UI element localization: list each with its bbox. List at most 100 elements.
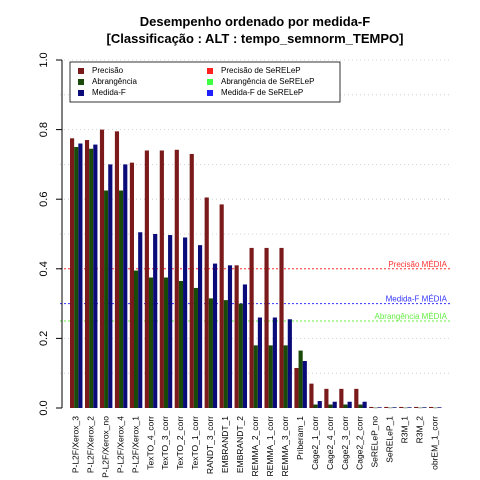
bar — [384, 406, 389, 408]
bar — [212, 263, 218, 408]
bar — [283, 345, 288, 408]
y-tick-label: 1.0 — [38, 52, 50, 67]
reference-line-label: Precisão MÉDIA — [388, 260, 447, 269]
bar — [99, 129, 105, 408]
bar — [168, 235, 173, 408]
y-tick-label: 0.6 — [38, 192, 50, 207]
bar — [272, 317, 277, 408]
bar — [264, 247, 269, 408]
bar — [153, 234, 158, 408]
bar — [163, 277, 169, 408]
bar — [343, 404, 348, 408]
bar — [287, 319, 292, 408]
x-tick-label: obrEM_1_corr — [430, 416, 440, 470]
bar — [138, 232, 143, 408]
bar — [238, 303, 243, 408]
bar — [70, 138, 75, 409]
bar — [294, 367, 299, 408]
legend-swatch — [207, 79, 213, 85]
bar — [373, 407, 378, 409]
x-tick-label: TexTO_4_corr — [145, 416, 155, 470]
bar — [418, 407, 423, 409]
bars — [70, 129, 442, 409]
legend-label: Precisão — [92, 66, 124, 75]
bar — [253, 345, 258, 408]
x-tick-label: SeRELeP_no — [370, 416, 380, 468]
legend: Precisão Abrangência Medida-F Precisão de S… — [69, 61, 341, 103]
legend-swatch — [78, 68, 84, 74]
bar — [328, 404, 333, 408]
bar — [403, 407, 408, 409]
x-tick-label: Priberam_1 — [295, 416, 305, 460]
reference-line-label: Medida-F MÉDIA — [386, 295, 448, 304]
legend-label: Precisão de SeRELeP — [221, 66, 301, 75]
y-tick-label: 0.2 — [38, 331, 50, 346]
bar — [399, 406, 404, 408]
bar — [429, 406, 434, 408]
legend-label: Abrangência de SeRELeP — [221, 77, 314, 86]
bar — [197, 245, 203, 408]
bar — [223, 300, 228, 408]
chart-subtitle: [Classificação : ALT : tempo_semnorm_TEM… — [107, 31, 404, 46]
bar — [242, 284, 248, 408]
legend-swatch — [207, 90, 213, 96]
bar — [204, 197, 209, 408]
legend-label: Medida-F de SeRELeP — [221, 88, 303, 97]
bar — [189, 153, 194, 408]
x-tick-label: REMMA_3_corr — [280, 416, 290, 477]
bar — [268, 345, 273, 408]
legend-label: Medida-F — [92, 88, 126, 97]
y-tick-label: 0.0 — [38, 400, 50, 415]
x-tick-label: P-L2F/Xerox_1 — [130, 416, 140, 473]
x-tick-label: R3M_1 — [400, 416, 410, 444]
bar — [129, 162, 134, 408]
bar — [317, 401, 322, 408]
bar — [208, 298, 213, 408]
bar — [108, 164, 113, 408]
chart-title: Desempenho ordenado por medida-F — [140, 14, 370, 29]
bar — [119, 190, 124, 408]
bar — [219, 204, 224, 408]
bar — [227, 265, 233, 408]
x-tick-label: REMMA_1_corr — [265, 416, 275, 477]
bar — [313, 404, 318, 408]
legend-box — [69, 61, 341, 103]
bar — [234, 265, 239, 408]
reference-line-label: Abrangência MÉDIA — [375, 312, 448, 321]
bar — [298, 350, 303, 408]
bar — [144, 150, 149, 409]
bar — [159, 150, 164, 409]
bar — [347, 401, 352, 408]
bar — [332, 401, 337, 408]
bar — [324, 388, 329, 408]
bar — [183, 237, 188, 408]
legend-swatch — [207, 68, 213, 74]
legend-swatch — [78, 90, 84, 96]
bar — [422, 407, 427, 408]
bar — [74, 147, 79, 408]
bar — [388, 407, 393, 409]
bar — [437, 407, 442, 408]
x-axis: P-L2F/Xerox_3 P-L2F/Xerox_2 P-L2F/Xerox_no… — [70, 416, 439, 478]
bar — [174, 149, 179, 408]
x-tick-label: P-L2F/Xerox_3 — [70, 416, 80, 473]
bar — [104, 190, 109, 408]
bar — [414, 406, 419, 408]
x-tick-label: SeRELeP_1 — [385, 416, 395, 463]
y-axis: 0.0 0.2 0.4 0.6 0.8 1.0 — [38, 52, 63, 416]
x-tick-label: EMBRANDT_2 — [235, 416, 245, 473]
x-tick-label: Cage2_3_corr — [340, 416, 350, 470]
bar — [193, 287, 198, 408]
x-tick-label: P-L2F/Xerox_2 — [85, 416, 95, 473]
bar — [178, 280, 184, 408]
x-tick-label: R3M_2 — [415, 416, 425, 444]
bar — [369, 406, 374, 408]
x-tick-label: Cage2_4_corr — [325, 416, 335, 470]
bar — [249, 247, 254, 408]
bar — [114, 131, 120, 408]
bar — [84, 140, 90, 409]
bar — [433, 407, 438, 409]
legend-swatch — [78, 79, 84, 85]
x-tick-label: TexTO_1_corr — [190, 416, 200, 470]
